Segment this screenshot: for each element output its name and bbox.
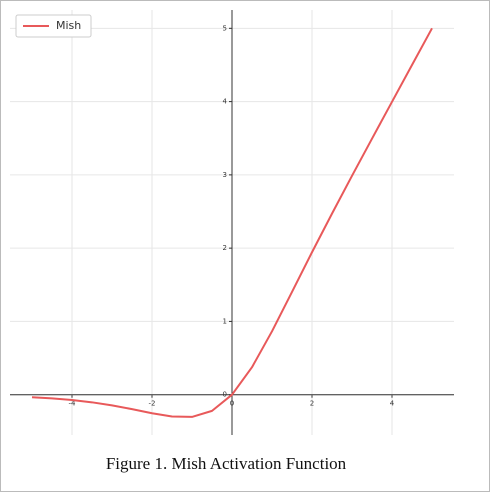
y-tick-label: 2 <box>223 244 227 252</box>
x-tick-label: -4 <box>69 400 77 408</box>
x-tick-label: 2 <box>310 400 314 408</box>
y-tick-label: 5 <box>223 24 227 32</box>
x-tick-label: -2 <box>149 400 156 408</box>
y-tick-label: 1 <box>223 317 227 325</box>
y-tick-label: 4 <box>223 98 228 106</box>
y-tick-label: 3 <box>223 171 227 179</box>
x-tick-label: 4 <box>390 400 395 408</box>
line <box>31 27 433 418</box>
legend-box <box>15 14 92 38</box>
legend-label: Mish <box>56 19 81 32</box>
caption: Figure 1. Mish Activation Function <box>106 454 347 473</box>
